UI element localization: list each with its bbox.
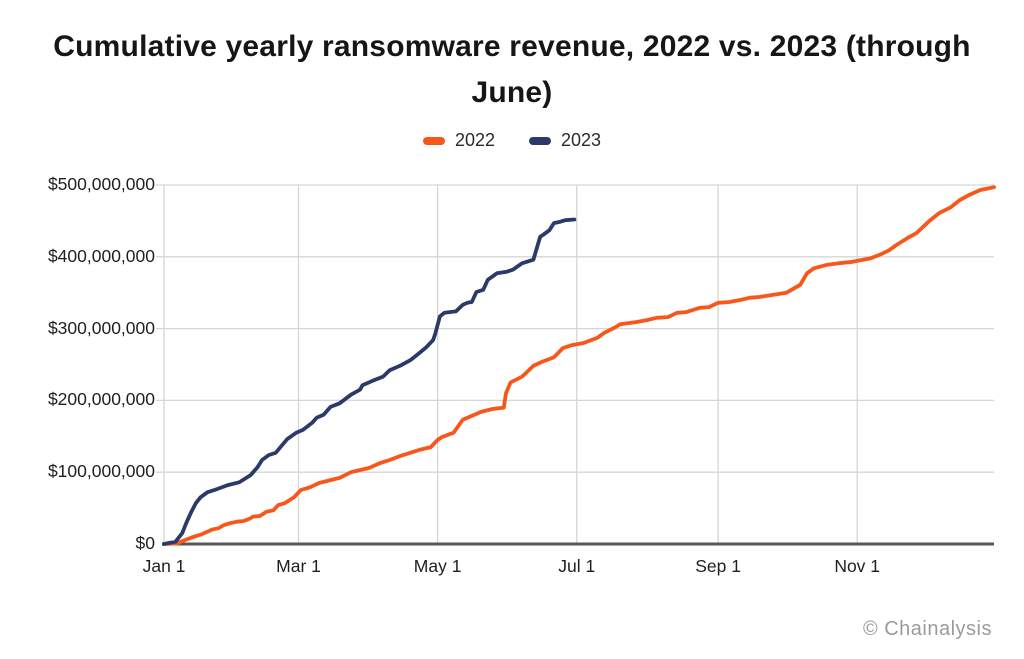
y-tick-label: $400,000,000 [47,245,155,266]
x-tick-label: Sep 1 [695,556,741,576]
legend-item-2022: 2022 [422,130,495,151]
series-line-2023 [162,217,577,546]
legend-swatch-2022-icon [422,136,445,145]
series-line-2022 [162,185,996,546]
legend-label-2023: 2023 [561,130,602,150]
attribution: © Chainalysis [862,618,992,640]
x-tick-label: Mar 1 [276,556,321,576]
legend-swatch-2023-icon [529,136,551,145]
legend-item-2023: 2023 [529,130,601,151]
x-tick-label: Nov 1 [834,556,881,576]
y-tick-label: $100,000,000 [47,461,155,482]
y-tick-label: $0 [135,533,155,553]
legend-label-2022: 2022 [454,130,495,150]
x-tick-label: May 1 [413,556,462,576]
y-tick-label: $200,000,000 [47,389,155,410]
chart-title: Cumulative yearly ransomware revenue, 20… [53,30,971,109]
chart-legend: 2022 2023 [0,130,1024,151]
x-tick-label: Jul 1 [558,556,596,576]
y-tick-label: $300,000,000 [47,317,155,338]
x-tick-label: Jan 1 [142,556,186,576]
y-tick-label: $500,000,000 [47,174,155,194]
